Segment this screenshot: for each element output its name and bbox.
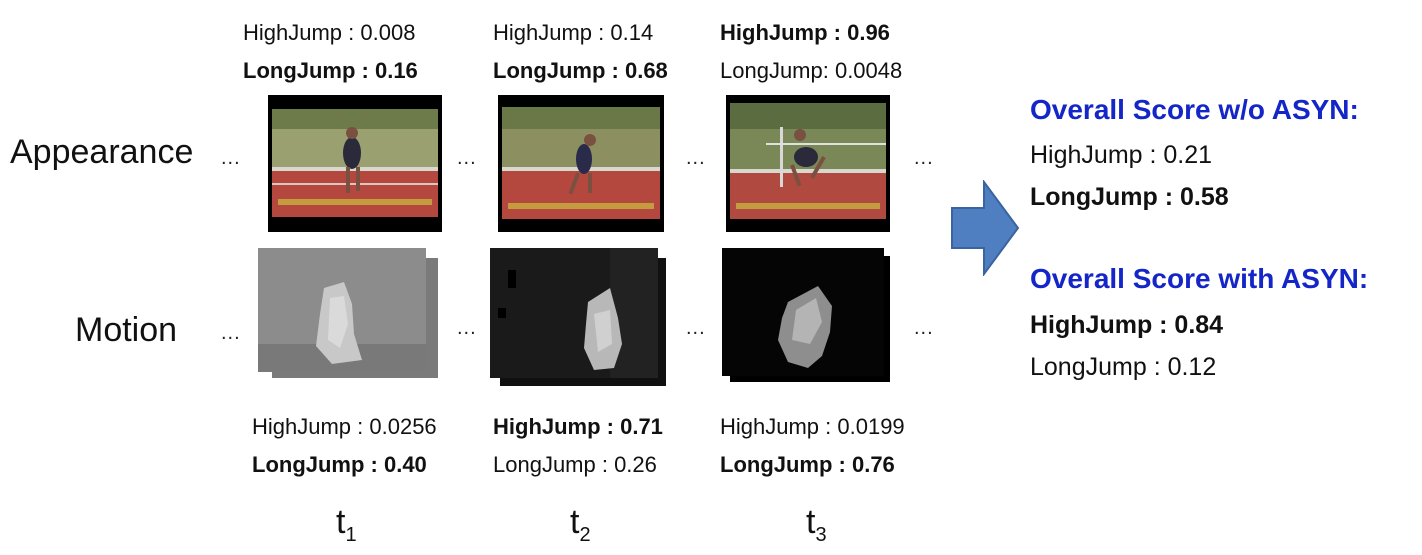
- ellipsis: ...: [914, 317, 934, 339]
- motion-score-longjump: LongJump : 0.26: [493, 452, 657, 477]
- time-label-t3: t3: [806, 503, 827, 546]
- appearance-frame-2: [498, 95, 664, 232]
- row-label-appearance: Appearance: [10, 133, 194, 171]
- appearance-score-longjump: LongJump: 0.0048: [720, 58, 903, 83]
- appearance-score-highjump: HighJump : 0.008: [243, 20, 416, 45]
- ellipsis: ...: [457, 317, 477, 339]
- overall-without-highjump: HighJump : 0.21: [1030, 141, 1213, 169]
- motion-frame-1: [258, 248, 438, 378]
- time-label-t1: t1: [336, 503, 357, 546]
- overall-score-without-asyn-title: Overall Score w/o ASYN:: [1030, 94, 1359, 125]
- ellipsis: ...: [686, 147, 706, 169]
- appearance-score-longjump: LongJump : 0.16: [243, 58, 418, 83]
- motion-score-highjump: HighJump : 0.0199: [720, 414, 905, 439]
- motion-score-longjump: LongJump : 0.76: [720, 452, 895, 477]
- appearance-frame-1: [268, 95, 442, 232]
- appearance-score-highjump: HighJump : 0.96: [720, 20, 890, 45]
- motion-score-highjump: HighJump : 0.71: [493, 414, 663, 439]
- motion-frame-3: [722, 248, 890, 382]
- ellipsis: ...: [457, 147, 477, 169]
- overall-score-with-asyn-title: Overall Score with ASYN:: [1030, 263, 1369, 294]
- appearance-score-longjump: LongJump : 0.68: [493, 58, 668, 83]
- ellipsis: ...: [686, 317, 706, 339]
- ellipsis: ...: [914, 147, 934, 169]
- motion-score-highjump: HighJump : 0.0256: [252, 414, 437, 439]
- time-label-t2: t2: [570, 503, 591, 546]
- appearance-frame-3: [726, 95, 890, 232]
- overall-without-longjump: LongJump : 0.58: [1030, 183, 1229, 211]
- motion-frame-2: [490, 248, 666, 386]
- row-label-motion: Motion: [75, 311, 178, 349]
- ellipsis: ...: [221, 322, 241, 344]
- ellipsis: ...: [221, 147, 241, 169]
- appearance-score-highjump: HighJump : 0.14: [493, 20, 654, 45]
- right-arrow-icon: [951, 180, 1020, 276]
- overall-with-highjump: HighJump : 0.84: [1030, 311, 1224, 339]
- overall-with-longjump: LongJump : 0.12: [1030, 353, 1217, 381]
- motion-score-longjump: LongJump : 0.40: [252, 452, 427, 477]
